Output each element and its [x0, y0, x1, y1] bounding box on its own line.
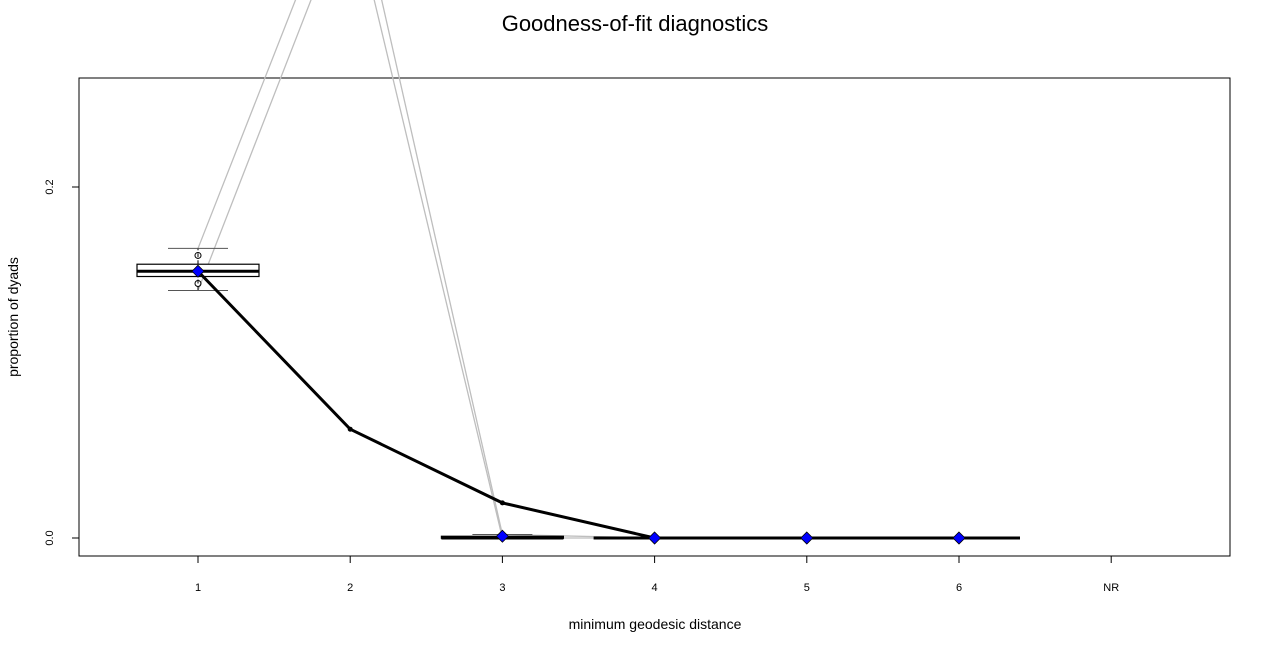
y-tick-label: 0.2: [44, 179, 56, 194]
x-axis: 1 2 3 4 5 6 NR: [195, 556, 1119, 594]
mean-diamond: [648, 531, 662, 545]
simulated-mean-series: [191, 264, 966, 545]
mean-diamond: [800, 531, 814, 545]
x-tick-label: 1: [195, 582, 201, 594]
observed-point: [347, 426, 353, 432]
x-tick-label: NR: [1103, 582, 1119, 594]
outlier-point: [194, 280, 202, 288]
chart-title: Goodness-of-fit diagnostics: [502, 11, 769, 36]
mean-diamond: [191, 264, 205, 278]
y-axis: 0.00.20.40.6: [44, 179, 79, 546]
x-tick-label: 6: [956, 582, 962, 594]
mean-diamond: [495, 529, 509, 543]
y-axis-label: proportion of dyads: [5, 257, 21, 377]
observed-point: [499, 500, 505, 506]
y-tick-label: 0.0: [44, 530, 56, 545]
simulation-range-line: [197, 0, 959, 539]
observed-line: [196, 270, 959, 540]
x-tick-label: 3: [499, 582, 505, 594]
x-axis-label: minimum geodesic distance: [569, 616, 742, 632]
x-tick-label: 5: [804, 582, 810, 594]
outlier-point: [194, 251, 202, 259]
observed-series: [195, 268, 962, 541]
x-tick-label: 4: [652, 582, 658, 594]
plot-frame: [78, 77, 1231, 557]
boxplots: [136, 247, 1020, 540]
simulation-range-line: [197, 0, 959, 539]
x-tick-label: 2: [347, 582, 353, 594]
mean-diamond: [952, 531, 966, 545]
simulation-range-lines: [197, 0, 959, 539]
